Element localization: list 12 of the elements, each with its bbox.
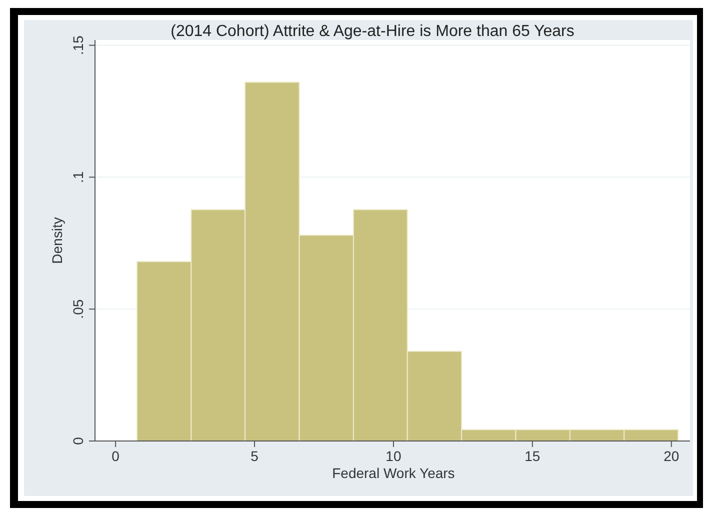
x-tick-label: 5 <box>250 448 259 464</box>
x-axis-title: Federal Work Years <box>332 465 455 481</box>
x-tick-label: 10 <box>386 448 402 464</box>
chart-title: (2014 Cohort) Attrite & Age-at-Hire is More than 65 Years <box>170 23 574 40</box>
y-tick-label: .15 <box>70 35 86 56</box>
x-tick-label: 15 <box>524 448 540 464</box>
y-axis-title: Density <box>49 217 65 264</box>
y-tick-label: 0 <box>70 436 86 445</box>
y-tick-label: .05 <box>70 299 86 319</box>
x-tick-label: 0 <box>112 448 120 464</box>
y-tick-label: .1 <box>70 171 86 184</box>
x-tick-label: 20 <box>664 448 680 464</box>
